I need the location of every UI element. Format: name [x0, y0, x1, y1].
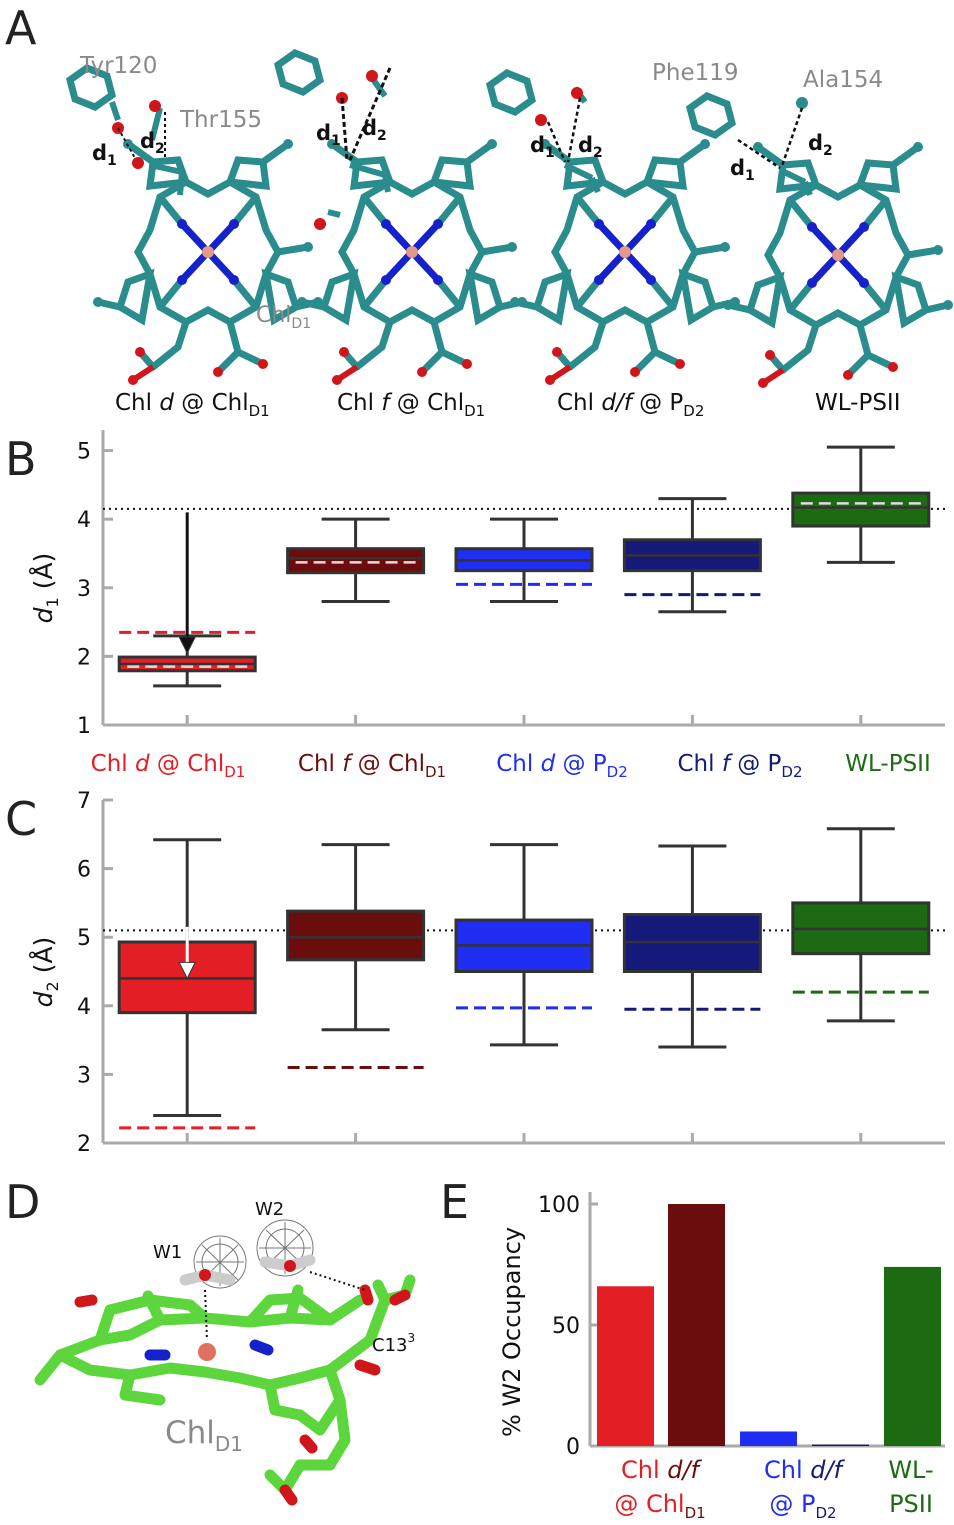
chart-e-group-1-line2: @ ChlD1	[614, 1490, 705, 1522]
chart-c-ytick-label: 2	[77, 1132, 91, 1157]
label-c13: C133	[372, 1331, 415, 1356]
chart-e-group-1-line1: Chl d/f	[621, 1456, 703, 1484]
chart-e-bar	[740, 1431, 797, 1446]
chart-c-arrow-head	[178, 961, 197, 980]
d1-label-3: d1	[530, 133, 555, 161]
chart-b-ytick-label: 2	[77, 645, 91, 670]
chart-e-group-2-line1: Chl d/f	[764, 1456, 846, 1484]
chart-e-ytick-label: 0	[566, 1435, 580, 1460]
panel-e-letter: E	[440, 1175, 469, 1229]
chart-e-bar	[597, 1286, 654, 1446]
chart-c-box	[286, 909, 426, 962]
chart-e-bar	[668, 1204, 725, 1446]
caption-a-3: Chl d/f @ PD2	[557, 390, 704, 420]
chart-b-category-5: WL-PSII	[845, 751, 931, 777]
label-chl-d1: ChlD1	[256, 303, 311, 332]
caption-a-2: Chl f @ ChlD1	[337, 390, 485, 420]
chart-e: 0 50 100	[538, 1192, 945, 1460]
chart-b-ytick-label: 5	[77, 440, 91, 465]
chart-e-group-2-line2: @ PD2	[769, 1490, 836, 1522]
chart-e-bar	[812, 1444, 869, 1446]
label-tyr120: Tyr120	[79, 53, 157, 79]
chart-b: 1 2 3 4 5	[77, 430, 945, 739]
d1-label-2: d1	[316, 121, 341, 149]
chart-c-ytick-label: 4	[77, 995, 91, 1020]
chl-d1-structure: W1 W2 C133 ChlD1	[34, 1199, 416, 1506]
d1-label-4: d1	[730, 156, 755, 184]
d2-label-1: d2	[140, 129, 165, 157]
panel-b: B 1 2 3 4 5 d1 (Å) Chl d @ ChlD1 Chl f @ Chl…	[5, 430, 945, 781]
label-w1: W1	[153, 1242, 182, 1263]
panel-d-letter: D	[5, 1175, 40, 1229]
chart-e-bar	[884, 1266, 941, 1446]
label-ala154: Ala154	[803, 67, 883, 93]
chart-b-box	[286, 547, 426, 575]
molecule-wl-psii: Phe119 Ala154 d1 d2	[652, 60, 953, 388]
label-chl-d1-struct: ChlD1	[165, 1415, 243, 1456]
chart-b-category-3: Chl d @ PD2	[496, 751, 628, 781]
chart-b-arrow-head	[178, 636, 197, 655]
panel-a: A Tyr120 Thr155 d1 d2 ChlD1	[5, 1, 953, 420]
chart-c-ytick-label: 7	[77, 789, 91, 814]
label-thr155: Thr155	[179, 107, 262, 133]
chart-b-ylabel: d1 (Å)	[29, 553, 62, 624]
chart-e-ylabel: % W2 Occupancy	[498, 1227, 526, 1437]
panel-d: D	[5, 1175, 416, 1506]
chart-e-group-3-line2: PSII	[889, 1490, 933, 1518]
d1-label-1: d1	[92, 141, 117, 169]
chart-c-ylabel: d2 (Å)	[29, 937, 62, 1008]
chart-c: 2 3 4 5 6 7	[77, 789, 945, 1157]
chart-c-ytick-label: 5	[77, 926, 91, 951]
chart-b-category-4: Chl f @ PD2	[677, 751, 802, 781]
chart-b-ytick-label: 4	[77, 508, 91, 533]
panel-a-letter: A	[5, 1, 37, 55]
chart-e-ytick-label: 50	[552, 1314, 580, 1339]
chart-c-ytick-label: 3	[77, 1063, 91, 1088]
panel-b-letter: B	[5, 432, 37, 486]
panel-c-letter: C	[5, 792, 37, 846]
label-phe119: Phe119	[652, 60, 739, 86]
d2-label-3: d2	[578, 133, 603, 161]
molecule-chl-f-chlD1: d1 d2	[278, 53, 527, 385]
d2-label-2: d2	[362, 116, 387, 144]
panel-c: C 2 3 4 5 6 7 d2 (Å)	[5, 789, 945, 1157]
caption-a-4: WL-PSII	[815, 390, 901, 416]
label-w2: W2	[255, 1199, 284, 1220]
chart-b-box	[791, 491, 931, 528]
chart-b-category-1: Chl d @ ChlD1	[91, 751, 246, 781]
chart-b-ytick-label: 3	[77, 577, 91, 602]
molecule-chl-df-pD2: d1 d2	[490, 73, 740, 385]
chart-e-ytick-label: 100	[538, 1193, 580, 1218]
chart-e-group-3-line1: WL-	[888, 1456, 933, 1484]
chart-b-ytick-label: 1	[77, 714, 91, 739]
chart-b-category-2: Chl f @ ChlD1	[298, 751, 446, 781]
chart-c-ytick-label: 6	[77, 858, 91, 883]
molecule-chl-d-chlD1: Tyr120 Thr155 d1 d2 ChlD1	[70, 53, 323, 385]
caption-a-1: Chl d @ ChlD1	[115, 390, 270, 420]
d2-label-4: d2	[808, 131, 833, 159]
